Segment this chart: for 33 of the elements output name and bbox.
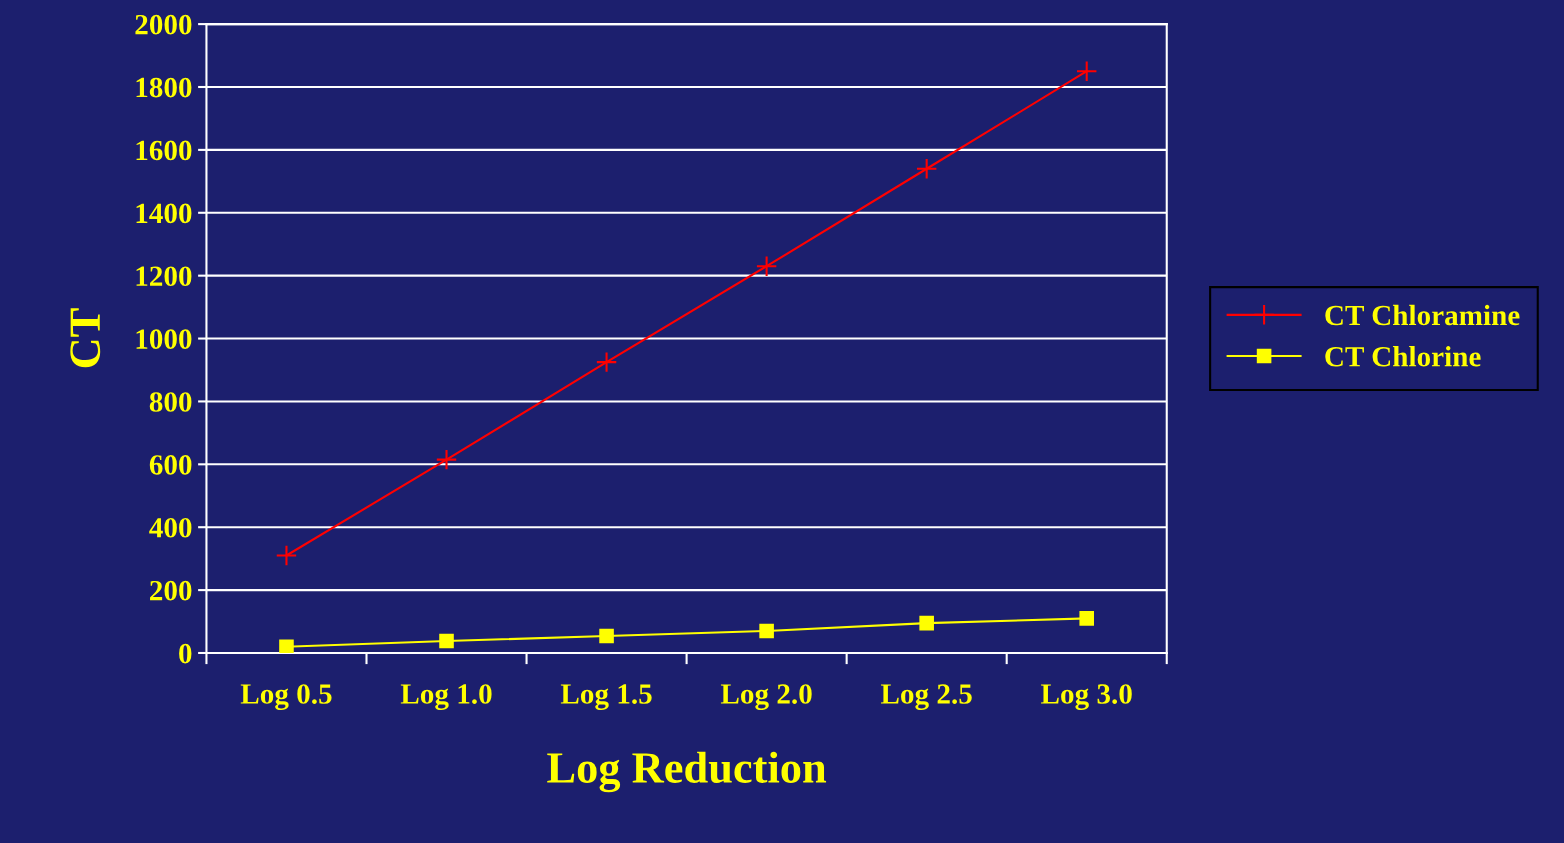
y-tick-label: 200	[150, 580, 192, 601]
point	[1075, 60, 1098, 83]
y-tick-label: 1400	[136, 203, 192, 224]
x-tick-label: Log 2.0	[720, 684, 812, 710]
y-axis-title: CT	[70, 308, 101, 368]
legend-label: CT Chlorine	[1325, 346, 1481, 367]
point	[759, 623, 774, 639]
y-tick-label: 0	[179, 643, 192, 664]
point	[275, 544, 298, 567]
x-tick-label: Log 1.0	[400, 684, 492, 710]
point	[595, 351, 618, 373]
point	[1079, 611, 1095, 626]
y-tick-label: 1200	[136, 266, 192, 287]
y-tick-label: 2000	[135, 14, 192, 35]
point	[435, 448, 458, 471]
point	[755, 255, 778, 277]
y-tick-label: 1600	[136, 140, 192, 161]
point	[279, 639, 294, 653]
point	[915, 157, 938, 180]
y-tick-label: 1800	[136, 77, 192, 98]
legend-label: CT Chloramine	[1325, 304, 1520, 326]
x-tick-label: Log 0.5	[240, 684, 332, 710]
x-tick-label: Log 2.5	[880, 684, 972, 710]
x-axis-title: Log Reduction	[547, 751, 827, 793]
y-tick-label: 600	[149, 455, 192, 475]
point	[919, 615, 934, 631]
y-tick-label: 800	[149, 392, 192, 412]
point	[599, 628, 614, 644]
y-tick-label: 400	[149, 517, 192, 538]
point	[439, 633, 454, 649]
y-tick-label: 1000	[136, 329, 192, 349]
x-tick-label: Log 3.0	[1041, 684, 1132, 710]
x-tick-label: Log 1.5	[560, 684, 652, 710]
